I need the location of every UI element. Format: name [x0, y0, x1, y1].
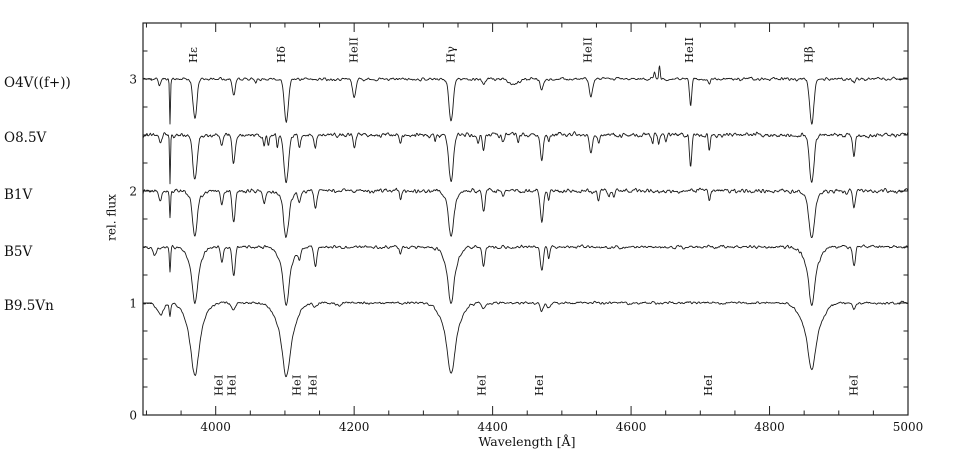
series-label-b1v: B1V [4, 187, 33, 203]
x-tick-label: 4400 [477, 420, 508, 434]
spectrum-trace-o85v [142, 131, 909, 185]
plot-frame [142, 22, 909, 416]
y-axis-title: rel. flux [104, 194, 119, 241]
y-tick-label: 2 [129, 185, 137, 199]
x-tick-label: 5000 [893, 420, 924, 434]
top-line-annotation: Hβ [801, 46, 815, 63]
spectrum-trace-o4vf [142, 65, 908, 125]
y-tick-label: 3 [129, 73, 137, 87]
y-tick-label: 0 [129, 409, 137, 423]
bottom-line-annotation: HeI [532, 375, 546, 396]
bottom-line-annotation: HeI [290, 375, 304, 396]
bottom-line-annotation: HeI [475, 375, 489, 396]
spectrum-trace-b5v [142, 244, 909, 306]
bottom-line-annotation: HeI [225, 375, 239, 396]
series-label-o85v: O8.5V [4, 130, 47, 146]
bottom-line-annotation: HeI [701, 375, 715, 396]
x-axis-title: Wavelength [Å] [478, 434, 576, 449]
x-tick-label: 4800 [754, 420, 785, 434]
bottom-line-annotation: HeI [211, 375, 225, 396]
x-tick-label: 4000 [200, 420, 231, 434]
top-line-annotation: Hδ [274, 46, 288, 63]
x-tick-label: 4600 [616, 420, 647, 434]
spectrum-trace-b1v [142, 187, 909, 239]
series-label-b5v: B5V [4, 244, 33, 260]
bottom-line-annotation: HeI [846, 375, 860, 396]
x-tick-label: 4200 [339, 420, 370, 434]
top-line-annotation: Hγ [443, 46, 457, 63]
top-line-annotation: HeII [682, 37, 696, 63]
spectrum-trace-b95vn [142, 300, 908, 378]
series-label-b95vn: B9.5Vn [4, 298, 54, 314]
bottom-line-annotation: HeI [306, 375, 320, 396]
y-tick-label: 1 [129, 297, 137, 311]
top-line-annotation: Hε [186, 47, 200, 63]
top-line-annotation: HeII [580, 37, 594, 63]
top-line-annotation: HeII [346, 37, 360, 63]
series-label-o4v: O4V((f+)) [4, 75, 71, 91]
